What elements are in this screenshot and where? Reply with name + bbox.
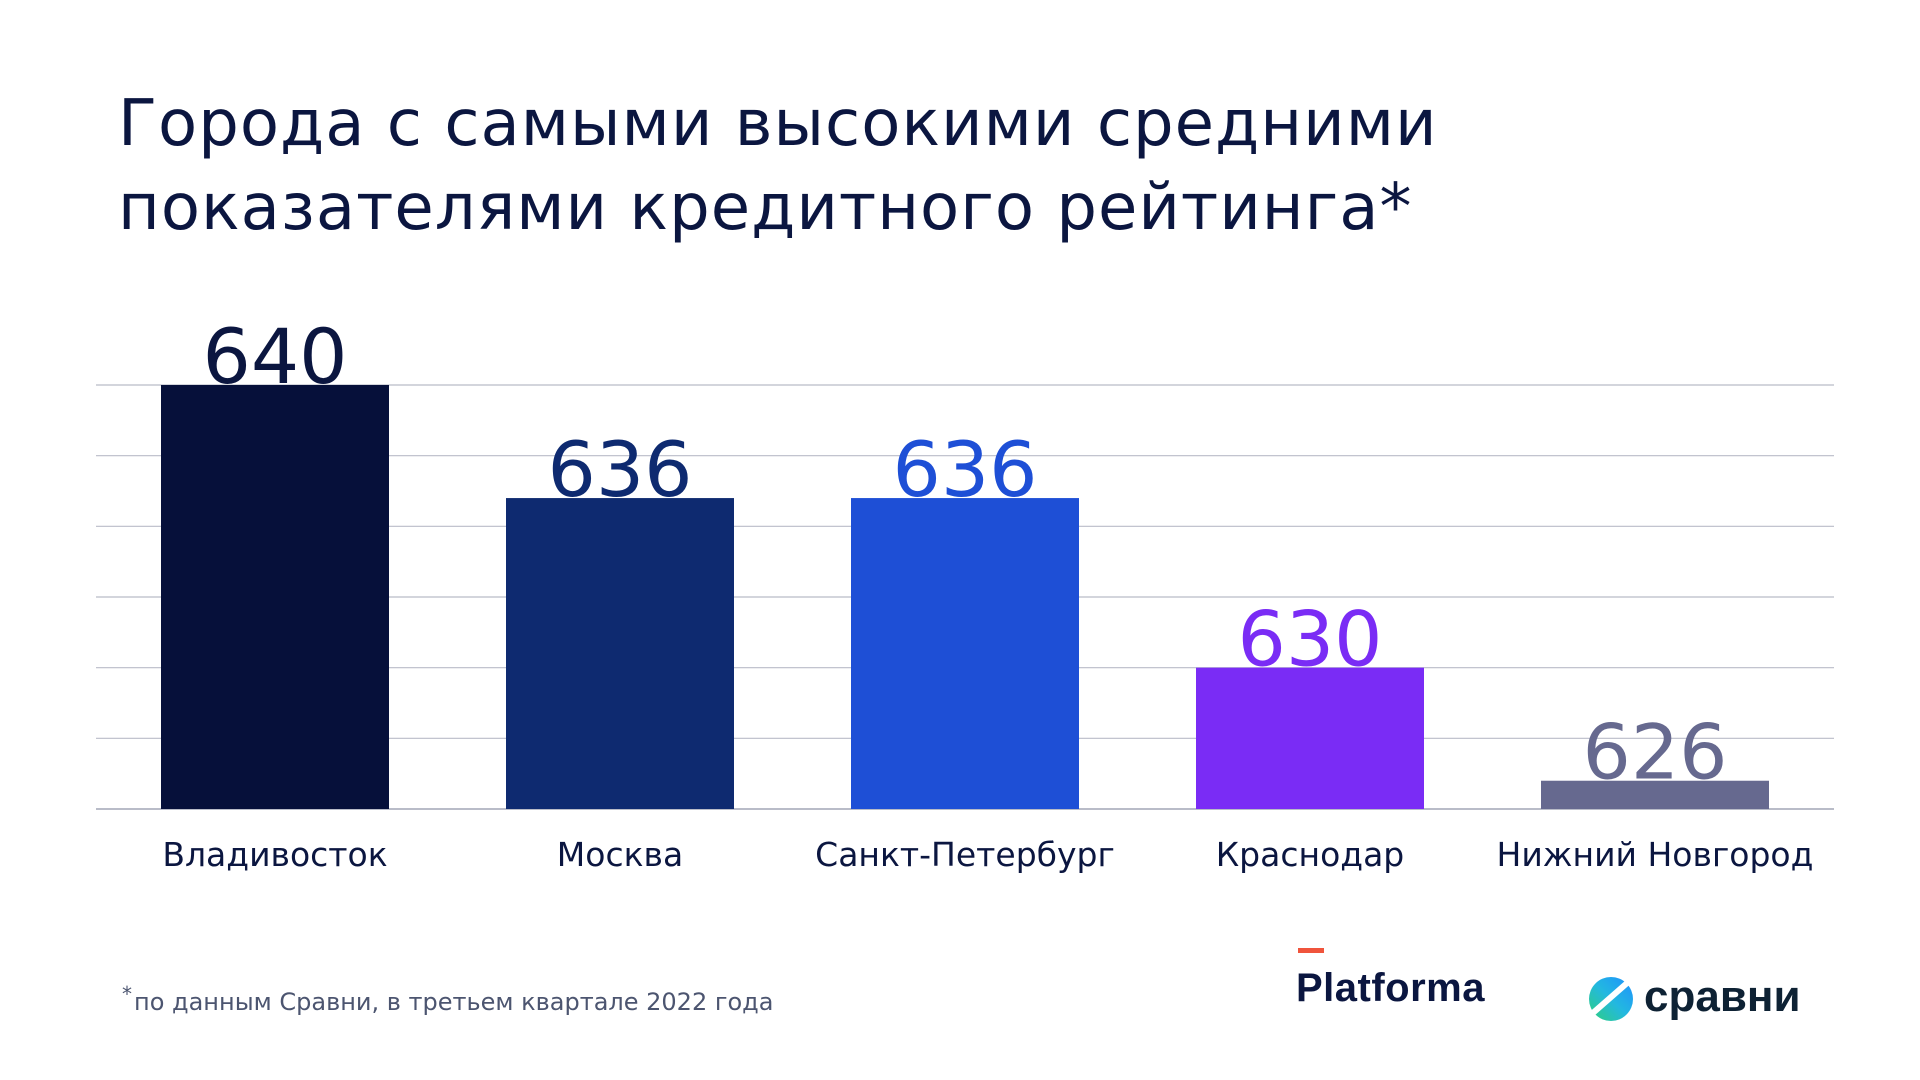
sravni-logo-text: сравни bbox=[1644, 972, 1801, 1021]
footnote-marker: * bbox=[122, 982, 132, 1006]
chart-title-line-2: показателями кредитного рейтинга* bbox=[118, 171, 1413, 245]
footnote-text: по данным Сравни, в третьем квартале 202… bbox=[134, 988, 774, 1016]
value-label-4: 630 bbox=[1237, 595, 1382, 684]
category-label-3: Санкт-Петербург bbox=[815, 835, 1115, 874]
bar-chart: 640 Владивосток 636 Москва 636 Санкт-Петербур… bbox=[96, 312, 1834, 874]
value-label-1: 640 bbox=[202, 312, 347, 401]
bar-1 bbox=[161, 385, 389, 809]
chart-title: Города с самыми высокими средними показа… bbox=[118, 82, 1618, 250]
bar-2 bbox=[506, 498, 734, 809]
platforma-logo-text: Platforma bbox=[1296, 966, 1485, 1010]
platforma-dash-icon bbox=[1298, 948, 1324, 953]
category-label-4: Краснодар bbox=[1216, 835, 1405, 874]
category-label-1: Владивосток bbox=[162, 835, 387, 874]
footnote: *по данным Сравни, в третьем квартале 20… bbox=[122, 982, 773, 1016]
value-label-3: 636 bbox=[892, 425, 1037, 514]
bar-3 bbox=[851, 498, 1079, 809]
category-label-2: Москва bbox=[557, 835, 683, 874]
sravni-leaf-icon bbox=[1589, 977, 1633, 1021]
value-label-2: 636 bbox=[547, 425, 692, 514]
chart-title-line-1: Города с самыми высокими средними bbox=[118, 87, 1438, 161]
sravni-logo: сравни bbox=[1588, 970, 1828, 1022]
bar-4 bbox=[1196, 667, 1424, 809]
platforma-logo: Platforma bbox=[1296, 948, 1522, 1010]
value-label-5: 626 bbox=[1582, 708, 1727, 797]
bar-5 bbox=[1541, 780, 1769, 809]
category-label-5: Нижний Новгород bbox=[1497, 835, 1814, 874]
